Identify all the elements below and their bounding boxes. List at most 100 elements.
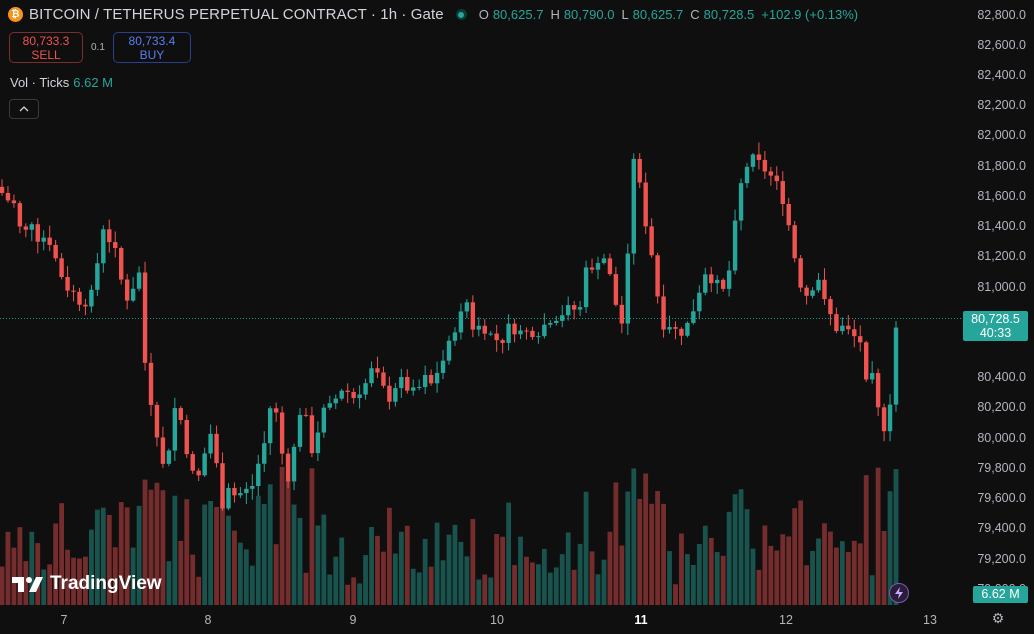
candle-body bbox=[643, 182, 648, 227]
volume-bar bbox=[416, 572, 422, 605]
volume-bar bbox=[750, 548, 756, 605]
candle-body bbox=[488, 333, 493, 335]
candle-body bbox=[422, 375, 428, 387]
candle-body bbox=[554, 320, 559, 324]
candle-body bbox=[41, 237, 46, 242]
volume-bar bbox=[190, 554, 196, 605]
volume-bar bbox=[23, 561, 29, 605]
candle-body bbox=[124, 279, 130, 301]
volume-bar bbox=[160, 490, 166, 605]
symbol-title[interactable]: BITCOIN / TETHERUS PERPETUAL CONTRACT · … bbox=[29, 6, 444, 23]
candle-body bbox=[625, 253, 630, 324]
volume-bar bbox=[327, 574, 333, 605]
volume-bar bbox=[130, 547, 136, 605]
volume-bar bbox=[655, 491, 660, 605]
chevron-up-icon[interactable] bbox=[9, 99, 39, 119]
candle-body bbox=[756, 154, 762, 160]
volume-bar bbox=[738, 489, 744, 605]
gear-icon[interactable]: ⚙ bbox=[991, 610, 1005, 626]
candle-body bbox=[190, 454, 195, 471]
price-tick-label: 80,400.0 bbox=[977, 370, 1026, 385]
buy-button[interactable]: 80,733.4 BUY bbox=[112, 32, 191, 63]
candle-body bbox=[744, 166, 750, 184]
volume-bar bbox=[339, 537, 345, 605]
volume-bar bbox=[333, 556, 339, 605]
price-axis[interactable]: 82,800.0 82,600.0 82,400.0 82,200.0 82,000.0… bbox=[965, 0, 1034, 608]
volume-bar bbox=[422, 538, 428, 605]
volume-bar bbox=[506, 502, 511, 605]
candle-body bbox=[679, 328, 684, 336]
price-tick-label: 79,400.0 bbox=[977, 521, 1026, 536]
candle-body bbox=[71, 290, 76, 292]
volume-bar bbox=[476, 579, 482, 605]
candle-body bbox=[470, 302, 476, 330]
candle-body bbox=[339, 390, 344, 399]
candle-body bbox=[506, 323, 511, 343]
candle-body bbox=[685, 322, 690, 336]
volume-bar bbox=[482, 574, 488, 605]
candle-body bbox=[691, 311, 696, 323]
volume-bar bbox=[267, 484, 273, 605]
time-tick-label: 7 bbox=[60, 613, 68, 627]
candle-body bbox=[95, 263, 100, 290]
volume-bar bbox=[875, 467, 881, 605]
volume-bar bbox=[112, 547, 118, 605]
volume-bar bbox=[118, 502, 124, 605]
price-tick-label: 80,200.0 bbox=[977, 400, 1026, 415]
volume-bar bbox=[309, 468, 315, 605]
bitcoin-icon[interactable]: ₿ bbox=[8, 7, 23, 22]
candle-body bbox=[452, 332, 458, 341]
volume-bar bbox=[512, 565, 517, 605]
volume-bar bbox=[261, 503, 267, 605]
candle-body bbox=[768, 171, 774, 176]
high-value: 80,790.0 bbox=[563, 7, 615, 22]
candle-body bbox=[208, 433, 213, 454]
volume-bar bbox=[172, 495, 178, 605]
lightning-icon[interactable] bbox=[889, 583, 909, 603]
time-tick-label: 8 bbox=[204, 613, 212, 627]
volume-bar bbox=[685, 554, 690, 605]
candle-body bbox=[524, 330, 529, 332]
volume-bar bbox=[780, 534, 786, 605]
candle-body bbox=[23, 226, 29, 230]
volume-bar bbox=[673, 584, 678, 605]
volume-bar bbox=[369, 527, 374, 605]
tradingview-logo-icon bbox=[12, 577, 43, 592]
candle-body bbox=[446, 340, 452, 361]
volume-bar bbox=[94, 509, 100, 605]
tradingview-logo-text: TradingView bbox=[50, 573, 162, 594]
candle-body bbox=[345, 390, 350, 392]
candle-body bbox=[709, 274, 714, 284]
candle-body bbox=[852, 329, 857, 337]
candle-body bbox=[589, 267, 595, 270]
candle-body bbox=[869, 373, 875, 380]
candle-body bbox=[750, 154, 756, 167]
volume-bar bbox=[702, 525, 708, 605]
volume-bar bbox=[649, 503, 655, 605]
volume-bar bbox=[381, 551, 386, 605]
volume-bar bbox=[631, 468, 637, 605]
volume-bar bbox=[696, 544, 702, 605]
price-tick-label: 79,200.0 bbox=[977, 551, 1026, 566]
candle-body bbox=[512, 323, 517, 335]
candle-body bbox=[244, 488, 249, 494]
volume-bar bbox=[464, 556, 470, 605]
volume-legend[interactable]: Vol · Ticks 6.62 M bbox=[10, 75, 113, 90]
volume-value: 6.62 M bbox=[73, 75, 113, 90]
candle-body bbox=[351, 391, 356, 399]
volume-bar bbox=[708, 537, 714, 605]
candle-body bbox=[214, 433, 219, 464]
volume-bar bbox=[643, 473, 649, 605]
volume-bar bbox=[679, 533, 684, 605]
tradingview-logo[interactable]: TradingView bbox=[12, 573, 162, 595]
volume-bar bbox=[637, 498, 643, 605]
candle-body bbox=[202, 453, 207, 476]
time-tick-label: 9 bbox=[349, 613, 357, 627]
candle-body bbox=[387, 385, 392, 402]
volume-bar bbox=[607, 531, 613, 605]
sell-button[interactable]: 80,733.3 SELL bbox=[9, 32, 83, 63]
volume-bar bbox=[166, 561, 172, 605]
volume-bar bbox=[35, 543, 41, 605]
candle-body bbox=[637, 158, 642, 183]
